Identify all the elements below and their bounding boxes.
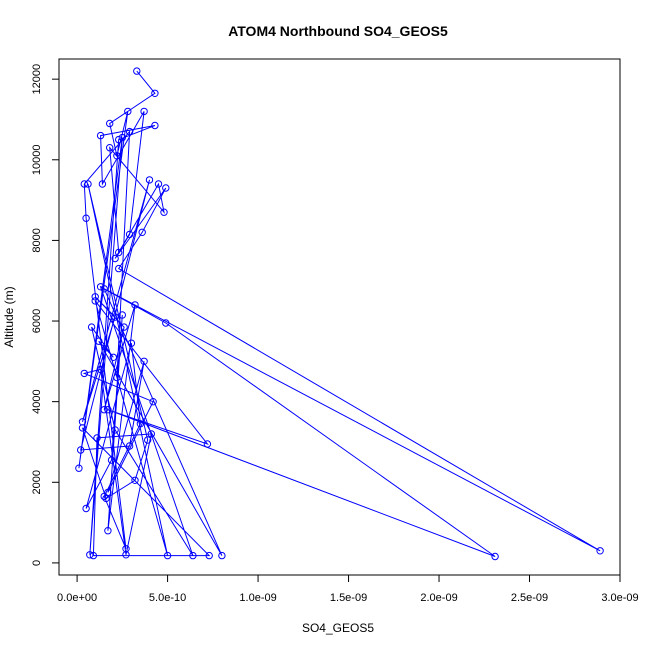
data-point [82, 504, 90, 513]
x-tick-label: 1.5e-09 [330, 592, 367, 604]
data-point [93, 434, 101, 442]
y-tick-label: 4000 [31, 389, 43, 413]
series-line [78, 70, 601, 557]
x-axis: 0.0e+00 5.0e-10 1.0e-09 1.5e-09 2.0e-09 2.5e-… [57, 574, 639, 604]
data-point [125, 127, 134, 136]
data-point [111, 254, 119, 263]
data-point [96, 131, 105, 140]
data-point [75, 464, 83, 472]
x-tick-label: 5.0e-10 [149, 592, 186, 604]
data-point [82, 214, 90, 222]
data-point [96, 365, 105, 374]
data-point [144, 436, 152, 444]
data-point [118, 133, 127, 142]
chart-title: ATOM4 Northbound SO4_GEOS5 [228, 23, 448, 39]
data-point [491, 552, 499, 561]
y-tick-label: 12000 [31, 64, 43, 95]
y-tick-label: 8000 [31, 228, 43, 252]
y-tick-label: 10000 [31, 144, 43, 175]
data-point [162, 319, 170, 327]
data-point [89, 551, 98, 560]
data-point [80, 369, 89, 378]
data-point [87, 323, 96, 331]
data-point [131, 301, 139, 309]
data-point [77, 446, 85, 454]
data-point [115, 248, 123, 257]
data-point [124, 107, 132, 116]
data-point [131, 476, 139, 484]
data-point [118, 311, 127, 319]
x-axis-label: SO4_GEOS5 [302, 621, 374, 635]
y-axis: 0 2000 4000 6000 8000 10000 12000 [31, 64, 60, 566]
data-point [109, 353, 118, 361]
x-tick-label: 2.5e-09 [511, 592, 548, 604]
data-point [149, 398, 157, 406]
data-point [140, 357, 148, 365]
data-point [122, 545, 130, 553]
x-tick-label: 1.0e-09 [239, 592, 276, 604]
data-point [138, 228, 146, 237]
data-point [113, 373, 121, 382]
data-point [218, 551, 226, 560]
data-point [104, 488, 112, 497]
x-tick-label: 2.0e-09 [420, 592, 457, 604]
data-point [127, 339, 136, 347]
data-point [596, 547, 604, 555]
data-point [136, 420, 145, 428]
data-point [106, 144, 114, 152]
data-point [163, 551, 172, 560]
series-layer [78, 70, 601, 557]
data-point [140, 107, 148, 116]
y-tick-label: 6000 [31, 309, 43, 333]
data-point [151, 89, 159, 98]
y-tick-label: 0 [31, 560, 43, 566]
data-point [125, 230, 134, 239]
data-point [98, 180, 107, 188]
data-point [84, 180, 92, 188]
x-tick-label: 3.0e-09 [601, 592, 638, 604]
y-tick-label: 2000 [31, 470, 43, 494]
data-point [154, 180, 163, 188]
x-tick-label: 0.0e+00 [57, 592, 97, 604]
data-point [111, 426, 119, 434]
data-point [189, 551, 197, 560]
data-point [115, 135, 123, 144]
data-point [100, 285, 108, 293]
data-point [80, 180, 89, 188]
data-point [104, 527, 112, 535]
data-point [104, 406, 112, 414]
data-point [113, 152, 121, 160]
data-point [91, 297, 99, 305]
data-point [160, 208, 168, 216]
data-point [147, 430, 156, 438]
data-point [91, 293, 99, 301]
data-point [111, 313, 119, 321]
data-point [125, 442, 134, 450]
data-point [203, 440, 212, 448]
data-point [133, 67, 141, 75]
data-point [107, 456, 116, 464]
data-point [120, 323, 128, 331]
data-point [78, 418, 87, 426]
data-point [86, 551, 94, 559]
points-layer [75, 67, 604, 561]
y-axis-label: Altitude (m) [2, 286, 16, 347]
data-point [205, 551, 213, 560]
data-point [96, 283, 105, 291]
data-point [145, 176, 154, 184]
data-point [162, 184, 170, 192]
data-point [151, 121, 159, 130]
data-point [100, 406, 108, 414]
data-point [100, 492, 108, 501]
data-point [106, 119, 114, 128]
data-point [115, 264, 123, 273]
data-point [95, 337, 103, 345]
